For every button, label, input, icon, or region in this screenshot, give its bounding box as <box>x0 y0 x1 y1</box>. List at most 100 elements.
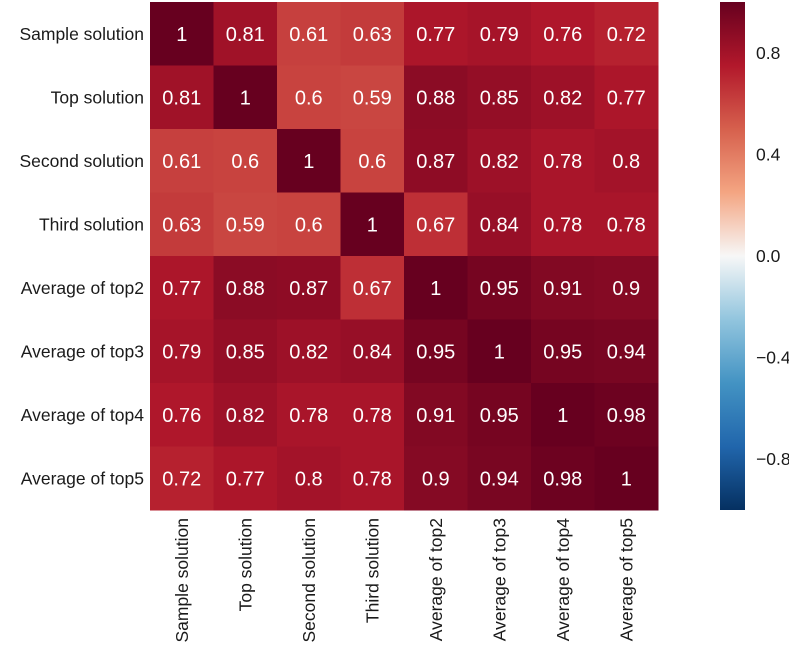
cell-value-label: 0.77 <box>416 24 455 46</box>
heatmap-cell <box>531 446 595 511</box>
cell-value-label: 0.6 <box>231 151 259 173</box>
cell-value-label: 0.72 <box>162 468 201 490</box>
heatmap-cell <box>277 129 341 193</box>
heatmap-cell <box>594 319 659 384</box>
colorbar-tick-label: −0.8 <box>756 449 789 469</box>
heatmap-cell <box>531 256 595 320</box>
cell-value-label: 1 <box>430 278 441 300</box>
heatmap-cell <box>340 446 405 511</box>
heatmap-cell <box>277 319 341 384</box>
heatmap-cell <box>594 446 659 511</box>
heatmap-cell <box>467 256 532 320</box>
row-label: Average of top4 <box>21 405 145 425</box>
cell-value-label: 0.77 <box>607 87 646 109</box>
cell-value-label: 0.82 <box>543 87 582 109</box>
cell-value-label: 0.91 <box>543 278 582 300</box>
cell-value-label: 1 <box>367 214 378 236</box>
heatmap-cell <box>277 65 341 130</box>
cell-value-label: 0.67 <box>416 214 455 236</box>
cell-value-label: 0.6 <box>295 214 323 236</box>
cell-value-label: 0.76 <box>543 24 582 46</box>
row-label: Average of top3 <box>21 341 144 361</box>
cell-value-label: 0.6 <box>358 151 386 173</box>
heatmap-cell <box>467 446 532 511</box>
heatmap-cell <box>213 65 278 130</box>
colorbar-gradient <box>720 2 745 510</box>
heatmap-cell <box>531 383 595 447</box>
heatmap-cell <box>150 129 214 193</box>
row-label: Top solution <box>51 87 144 107</box>
cell-value-label: 1 <box>303 151 314 173</box>
heatmap-cell <box>404 319 468 384</box>
heatmap-cells: 1 0.81 0.61 0.63 0.77 0.79 0.76 0.720.81 1 0.6 0.5… <box>150 2 659 511</box>
cell-value-label: 0.88 <box>416 87 455 109</box>
cell-value-label: 0.6 <box>295 87 323 109</box>
colorbar-tick-label: −0.4 <box>756 348 789 368</box>
heatmap-cell <box>277 383 341 447</box>
column-label: Average of top2 <box>426 518 446 641</box>
cell-value-label: 0.94 <box>480 468 519 490</box>
cell-value-label: 0.78 <box>353 468 392 490</box>
cell-value-label: 0.82 <box>289 341 328 363</box>
cell-value-label: 0.85 <box>226 341 265 363</box>
colorbar: 0.8 0.4 0.0 −0.4 −0.8 <box>720 2 789 510</box>
row-label: Third solution <box>39 214 144 234</box>
cell-value-label: 0.87 <box>416 151 455 173</box>
heatmap-cell <box>213 256 278 320</box>
colorbar-ticks: 0.8 0.4 0.0 −0.4 −0.8 <box>756 43 789 469</box>
heatmap-cell <box>594 2 659 66</box>
column-label: Average of top4 <box>553 518 573 642</box>
cell-value-label: 0.82 <box>480 151 519 173</box>
cell-value-label: 0.76 <box>162 405 201 427</box>
cell-value-label: 0.79 <box>162 341 201 363</box>
heatmap-cell <box>150 192 214 257</box>
heatmap-cell <box>340 65 405 130</box>
colorbar-tick-label: 0.0 <box>756 246 781 266</box>
heatmap-cell <box>213 319 278 384</box>
colorbar-tick-label: 0.8 <box>756 43 780 63</box>
heatmap-cell <box>213 129 278 193</box>
column-tick-labels: Sample solution Top solution Second soluti… <box>172 518 637 643</box>
cell-value-label: 0.59 <box>226 214 265 236</box>
column-label: Sample solution <box>172 518 192 643</box>
heatmap-cell <box>277 192 341 257</box>
heatmap-cell <box>467 192 532 257</box>
cell-value-label: 0.78 <box>607 214 646 236</box>
heatmap-cell <box>467 319 532 384</box>
heatmap-cell <box>531 2 595 66</box>
column-label: Average of top3 <box>489 518 509 641</box>
heatmap-cell <box>404 129 468 193</box>
row-label: Average of top5 <box>21 468 144 488</box>
heatmap-cell <box>404 192 468 257</box>
cell-value-label: 0.72 <box>607 24 646 46</box>
cell-value-label: 0.9 <box>422 468 450 490</box>
cell-value-label: 0.78 <box>289 405 328 427</box>
heatmap-cell <box>594 383 659 447</box>
cell-value-label: 0.98 <box>607 405 646 427</box>
heatmap-cell <box>150 319 214 384</box>
heatmap-cell <box>150 383 214 447</box>
cell-value-label: 0.85 <box>480 87 519 109</box>
cell-value-label: 1 <box>621 468 632 490</box>
cell-value-label: 1 <box>176 24 187 46</box>
cell-value-label: 1 <box>240 87 251 109</box>
cell-value-label: 0.59 <box>353 87 392 109</box>
heatmap-cell <box>340 129 405 193</box>
heatmap-cell <box>404 446 468 511</box>
row-label: Sample solution <box>19 24 144 44</box>
cell-value-label: 0.95 <box>416 341 455 363</box>
cell-value-label: 0.67 <box>353 278 392 300</box>
heatmap-cell <box>213 446 278 511</box>
cell-value-label: 0.8 <box>612 151 640 173</box>
row-tick-labels: Sample solution Top solution Second soluti… <box>19 24 144 489</box>
colorbar-tick-label: 0.4 <box>756 144 781 164</box>
heatmap-cell <box>531 319 595 384</box>
heatmap-cell <box>340 192 405 257</box>
heatmap-cell <box>340 319 405 384</box>
heatmap-cell <box>531 129 595 193</box>
cell-value-label: 0.77 <box>162 278 201 300</box>
heatmap-cell <box>150 2 214 66</box>
heatmap-cell <box>467 129 532 193</box>
heatmap-cell <box>531 65 595 130</box>
